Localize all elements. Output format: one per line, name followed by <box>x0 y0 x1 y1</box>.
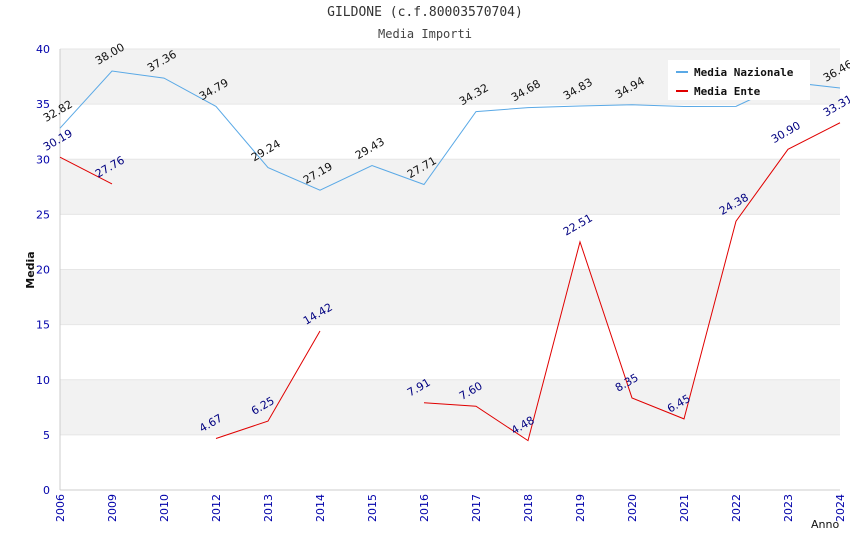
x-tick-label: 2024 <box>834 494 847 522</box>
x-tick-label: 2009 <box>106 494 119 522</box>
grid-band <box>60 214 840 270</box>
grid-band <box>60 324 840 380</box>
x-tick-label: 2012 <box>210 494 223 522</box>
x-tick-label: 2020 <box>626 494 639 522</box>
series-line <box>423 122 841 442</box>
chart-subtitle: Media Importi <box>378 27 472 41</box>
grid-band <box>60 159 840 215</box>
y-tick-label: 30 <box>36 153 50 166</box>
legend-box <box>668 60 810 100</box>
y-tick-label: 40 <box>36 43 50 56</box>
grid-band <box>60 104 840 160</box>
x-tick-label: 2010 <box>158 494 171 522</box>
legend: Media Nazionale Media Ente <box>668 60 810 100</box>
x-tick-label: 2019 <box>574 494 587 522</box>
series-lines <box>59 70 841 442</box>
y-axis-title: Media <box>24 251 37 288</box>
series-line <box>215 330 321 439</box>
grid-band <box>60 269 840 325</box>
x-axis-title: Anno <box>811 518 839 531</box>
grid-band <box>60 434 840 490</box>
grid-band <box>60 379 840 435</box>
series-line <box>59 156 113 185</box>
y-tick-label: 20 <box>36 264 50 277</box>
x-tick-label: 2015 <box>366 494 379 522</box>
legend-label: Media Nazionale <box>694 66 794 79</box>
y-tick-label: 5 <box>43 429 50 442</box>
y-tick-label: 35 <box>36 98 50 111</box>
x-tick-label: 2013 <box>262 494 275 522</box>
axes: 0 5 10 15 20 25 30 35 40 2006 2009 2010 2012 2013 2014… <box>24 43 847 531</box>
series-line <box>59 70 841 191</box>
y-tick-label: 15 <box>36 319 50 332</box>
x-tick-label: 2017 <box>470 494 483 522</box>
x-tick-label: 2023 <box>782 494 795 522</box>
x-tick-label: 2016 <box>418 494 431 522</box>
x-tick-label: 2018 <box>522 494 535 522</box>
x-tick-label: 2006 <box>54 494 67 522</box>
x-tick-label: 2014 <box>314 494 327 522</box>
chart-title: GILDONE (c.f.80003570704) <box>327 5 523 20</box>
grid-bands <box>60 48 840 491</box>
y-tick-label: 10 <box>36 374 50 387</box>
legend-label: Media Ente <box>694 85 761 98</box>
y-tick-label: 0 <box>43 484 50 497</box>
x-tick-label: 2022 <box>730 494 743 522</box>
x-tick-label: 2021 <box>678 494 691 522</box>
y-tick-label: 25 <box>36 208 50 221</box>
